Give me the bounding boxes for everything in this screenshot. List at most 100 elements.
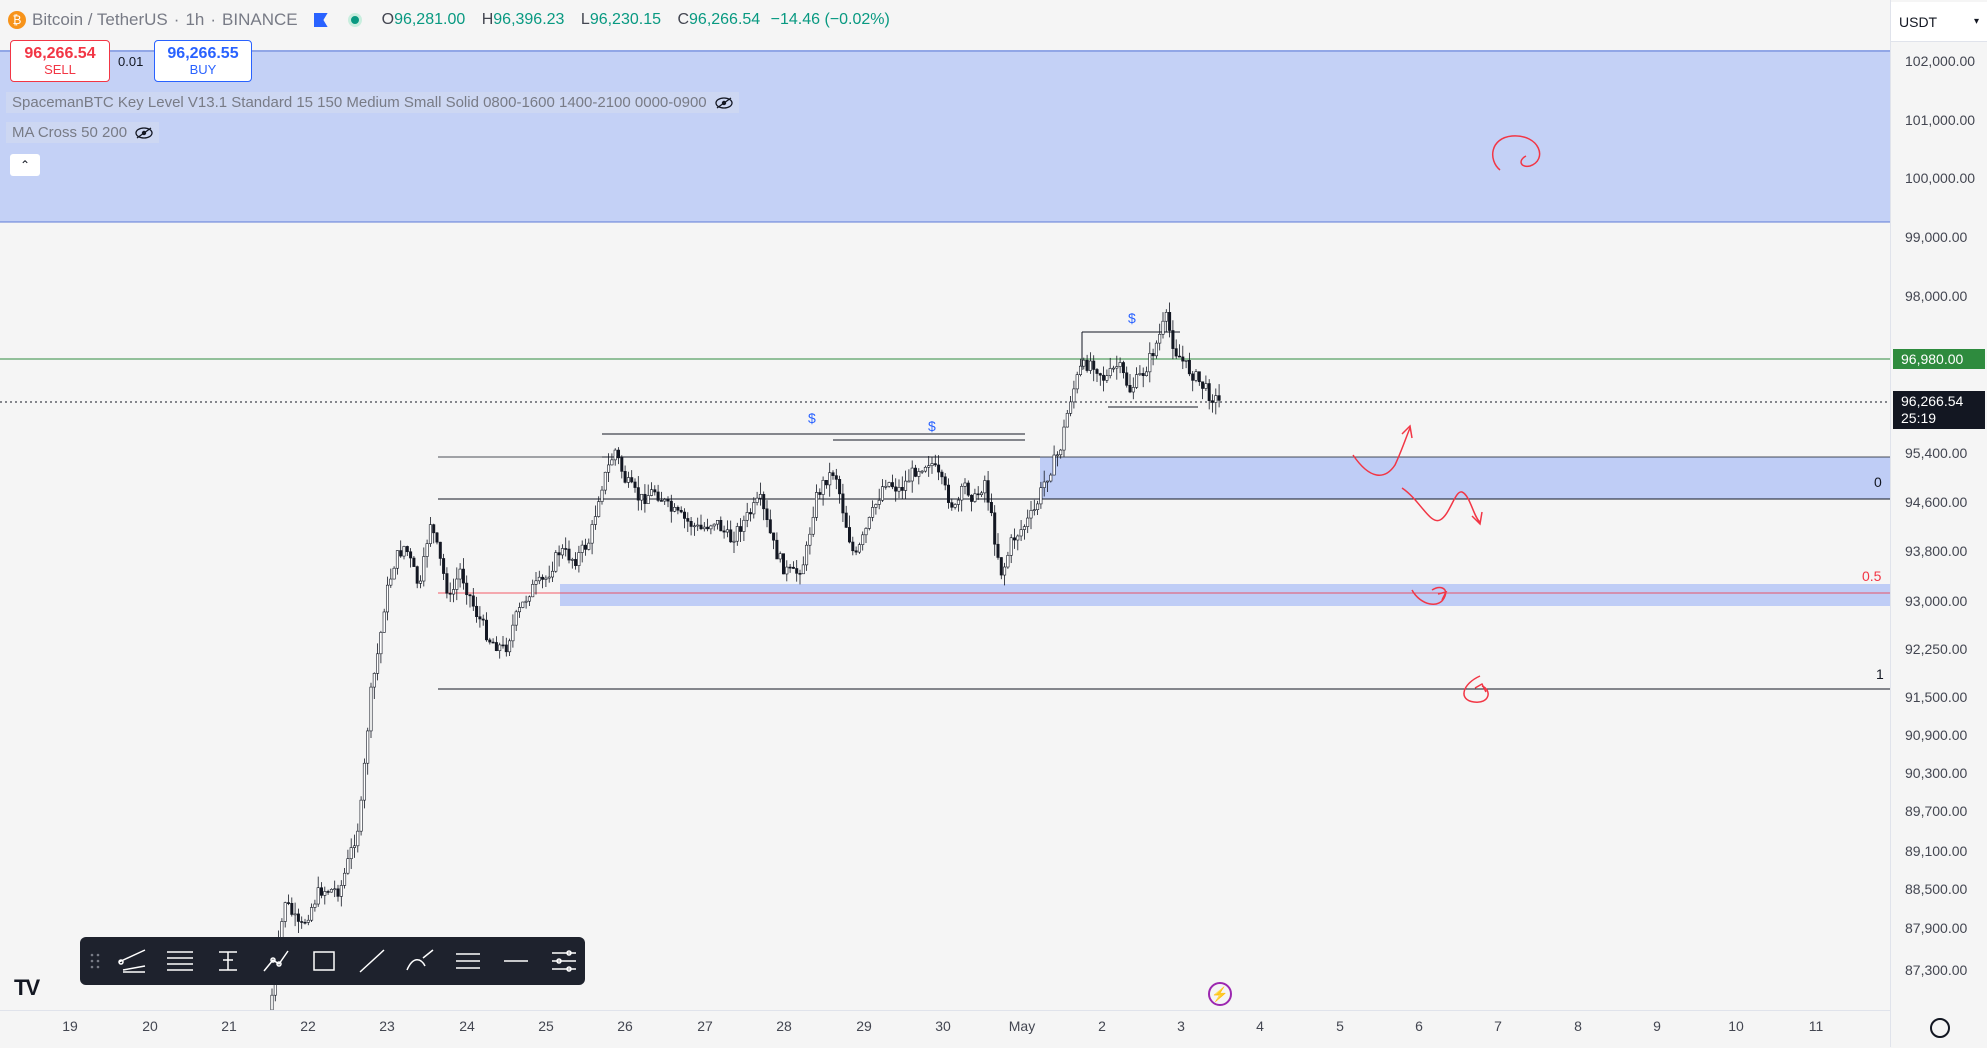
candle-body [646,495,650,504]
lightning-icon[interactable]: ⚡ [1208,982,1232,1006]
candle-body [1019,529,1023,537]
rectangle-icon[interactable] [306,943,342,979]
candle-body [352,845,356,848]
pitchfork-icon[interactable] [114,943,150,979]
regression-icon[interactable] [450,943,486,979]
candle-body [293,913,297,916]
symbol-name[interactable]: Bitcoin / TetherUS [32,10,168,29]
candle-body [907,480,911,483]
candle-body [725,529,729,533]
flag-icon[interactable] [313,13,328,27]
indicator-keylevel[interactable]: SpacemanBTC Key Level V13.1 Standard 15 … [6,92,739,113]
trend-line-icon[interactable] [354,943,390,979]
horizontal-line-icon[interactable] [498,943,534,979]
candle-body [1121,362,1125,374]
drawing-up-arrow [1352,424,1413,476]
candle-body [557,552,561,556]
market-status-icon[interactable] [347,13,362,27]
candle-body [356,830,360,847]
candle-body [600,489,604,502]
buy-button[interactable]: 96,266.55 BUY [154,40,252,82]
sell-label: SELL [44,62,76,77]
sell-button[interactable]: 96,266.54 SELL [10,40,110,82]
candle-body [491,641,495,644]
candle-body [772,532,776,541]
eye-hidden-icon[interactable] [714,96,733,109]
parallel-channel-icon[interactable] [162,943,198,979]
hand-drawings [1352,135,1541,703]
candle-body [316,887,320,905]
candle-body [1211,400,1215,403]
time-tick: 29 [856,1018,872,1034]
candle-body [649,489,653,496]
candle-body [778,553,782,560]
candle-body [458,568,462,580]
candle-body [501,644,505,647]
candle-body [359,799,363,832]
candle-body [481,618,485,621]
candle-body [953,504,957,508]
candle-body [313,903,317,908]
candle-body [1105,375,1109,381]
currency-select[interactable]: USDT ▾ [1891,2,1987,42]
candle-body [719,520,723,532]
liquidity-mark: $ [928,418,936,434]
price-tick: 93,000.00 [1905,593,1968,609]
candle-body [303,921,307,924]
settings-lines-icon[interactable] [546,943,582,979]
time-tick: 24 [459,1018,475,1034]
candle-body [735,526,739,542]
candle-body [382,611,386,633]
candle-body [920,470,924,473]
drawing-toolbar[interactable] [80,937,585,985]
candle-body [689,521,693,527]
candle-body [1164,312,1168,322]
curve-icon[interactable] [402,943,438,979]
candle-body [442,558,446,574]
candle-body [300,921,304,923]
candle-body [1191,373,1195,381]
time-axis[interactable] [0,1010,1890,1048]
drag-handle-icon[interactable] [88,943,102,979]
price-axis[interactable]: USDT ▾ 102,000.00 101,000.00 100,000.00 99,… [1890,0,1987,1047]
candle-body [432,524,436,534]
candle-body [775,539,779,560]
candle-body [983,480,987,494]
candle-body [1201,381,1205,389]
tradingview-logo[interactable]: TV [14,975,40,1001]
candle-body [319,887,323,896]
eye-hidden-icon[interactable] [135,126,153,139]
candle-body [574,559,578,566]
fib-retracement-icon[interactable] [210,943,246,979]
candle-body [847,527,851,543]
collapse-legend-button[interactable]: ⌃ [10,154,40,176]
indicator-ma-cross[interactable]: MA Cross 50 200 [6,122,160,143]
candle-body [768,519,772,534]
symbol-interval[interactable]: 1h [185,10,205,29]
liquidity-mark: $ [808,410,816,426]
candle-body [781,553,785,575]
candle-body [762,494,766,510]
candle-body [663,499,667,502]
candle-body [610,459,614,466]
candle-body [933,463,937,466]
candle-body [399,550,403,557]
candle-body [805,544,809,566]
candle-body [643,493,647,504]
path-icon[interactable] [258,943,294,979]
candle-body [1059,449,1063,456]
candle-body [857,544,861,553]
candle-body [1039,487,1043,505]
time-tick: 7 [1494,1018,1502,1034]
symbol-legend[interactable]: ₿ Bitcoin / TetherUS · 1h · BINANCE O96,… [8,10,890,30]
chart-area[interactable]: $ $ $ 0 0.5 1 ₿ Bitcoin / TetherUS · 1h … [0,0,1890,1010]
chart-canvas[interactable] [0,0,1890,1010]
candle-body [346,858,350,874]
candle-body [564,548,568,550]
settings-gear-icon[interactable] [1930,1018,1950,1038]
candle-body [448,592,452,595]
symbol-exchange: BINANCE [222,10,298,29]
candle-body [465,582,469,596]
candle-body [963,482,967,487]
price-tick: 90,300.00 [1905,765,1968,781]
